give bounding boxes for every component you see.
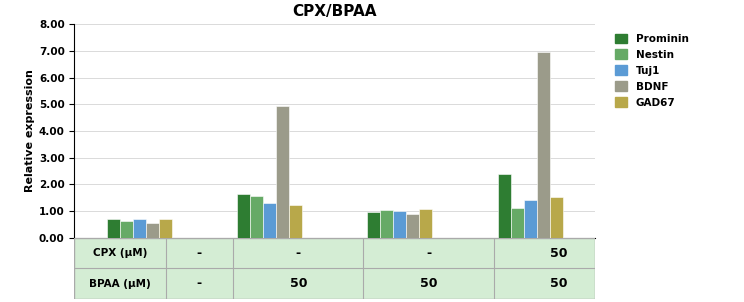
Text: 50: 50 xyxy=(289,277,307,290)
Bar xyxy=(289,205,302,238)
Bar xyxy=(250,196,263,238)
Bar xyxy=(536,52,550,238)
Text: -: - xyxy=(197,277,202,290)
Bar xyxy=(524,200,536,238)
Bar xyxy=(133,219,146,238)
Bar xyxy=(120,220,133,238)
Bar xyxy=(394,211,406,238)
Text: 50: 50 xyxy=(550,247,568,260)
Bar xyxy=(406,214,420,238)
Bar xyxy=(237,194,250,238)
Bar xyxy=(380,210,394,238)
Text: -: - xyxy=(296,247,301,260)
Bar xyxy=(146,223,159,238)
Title: CPX/BPAA: CPX/BPAA xyxy=(292,4,377,19)
Bar xyxy=(550,197,562,238)
Text: 50: 50 xyxy=(550,277,568,290)
Bar xyxy=(276,106,289,238)
Text: CPX (μM): CPX (μM) xyxy=(93,248,147,258)
Bar xyxy=(510,208,524,238)
Text: -: - xyxy=(197,247,202,260)
Y-axis label: Relative expression: Relative expression xyxy=(25,69,35,192)
Bar xyxy=(420,209,432,238)
Bar xyxy=(159,219,172,238)
Bar xyxy=(368,212,380,238)
Text: -: - xyxy=(426,247,431,260)
Legend: Prominin, Nestin, Tuj1, BDNF, GAD67: Prominin, Nestin, Tuj1, BDNF, GAD67 xyxy=(611,29,693,112)
Bar xyxy=(107,219,120,238)
Text: 50: 50 xyxy=(420,277,437,290)
Bar xyxy=(263,203,276,238)
Bar xyxy=(498,174,510,238)
Text: BPAA (μM): BPAA (μM) xyxy=(89,279,151,289)
